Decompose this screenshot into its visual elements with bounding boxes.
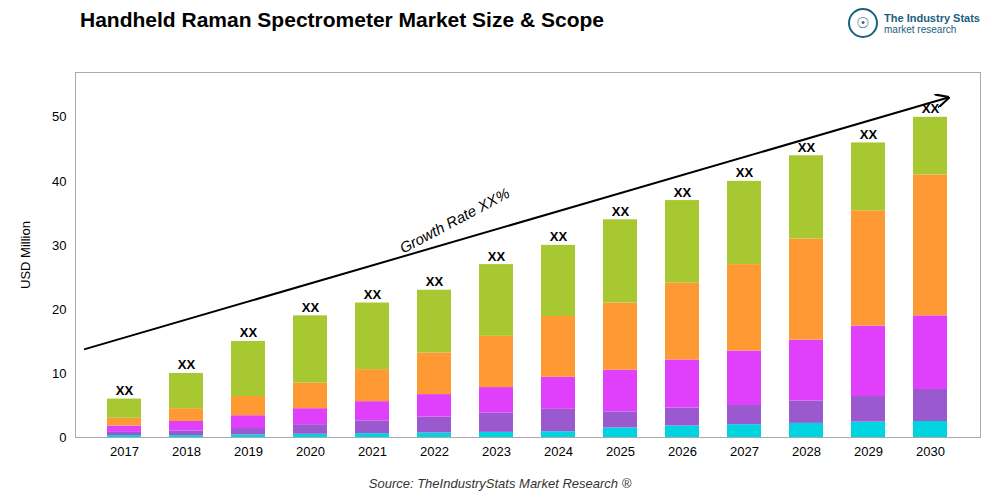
svg-text:2018: 2018	[172, 444, 201, 459]
svg-text:XX: XX	[736, 165, 754, 180]
svg-text:2020: 2020	[296, 444, 325, 459]
svg-text:XX: XX	[550, 229, 568, 244]
svg-text:30: 30	[52, 238, 66, 253]
svg-text:2030: 2030	[916, 444, 945, 459]
html-text:Handheld Raman Spectrometer Ma: Handheld Raman Spectrometer Market Size …	[80, 8, 604, 31]
svg-text:XX: XX	[178, 357, 196, 372]
svg-text:20: 20	[52, 302, 66, 317]
html-text:market research: market research	[884, 23, 957, 35]
html-text:The Industry Stats: The Industry Stats	[884, 11, 980, 24]
svg-text:USD Million: USD Million	[18, 221, 33, 289]
svg-text:2027: 2027	[730, 444, 759, 459]
svg-text:2028: 2028	[792, 444, 821, 459]
svg-text:2023: 2023	[482, 444, 511, 459]
svg-text:XX: XX	[860, 127, 878, 142]
svg-text:2025: 2025	[606, 444, 635, 459]
svg-text:XX: XX	[488, 249, 506, 264]
svg-text:2026: 2026	[668, 444, 697, 459]
svg-text:XX: XX	[116, 383, 134, 398]
svg-text:XX: XX	[426, 274, 444, 289]
svg-text:XX: XX	[240, 325, 258, 340]
svg-text:2029: 2029	[854, 444, 883, 459]
svg-text:XX: XX	[364, 287, 382, 302]
svg-text:2022: 2022	[420, 444, 449, 459]
svg-text:10: 10	[52, 366, 66, 381]
svg-text:XX: XX	[798, 140, 816, 155]
svg-text:2019: 2019	[234, 444, 263, 459]
svg-text:2021: 2021	[358, 444, 387, 459]
svg-text:2017: 2017	[110, 444, 139, 459]
svg-text:40: 40	[52, 174, 66, 189]
svg-text:50: 50	[52, 109, 66, 124]
svg-text:Growth Rate XX%: Growth Rate XX%	[397, 184, 512, 256]
svg-text:XX: XX	[674, 185, 692, 200]
svg-text:0: 0	[59, 430, 66, 445]
svg-text:2024: 2024	[544, 444, 573, 459]
svg-text:XX: XX	[921, 101, 940, 117]
html-text:Source: TheIndustryStats Marke: Source: TheIndustryStats Market Research…	[368, 476, 632, 491]
svg-text:XX: XX	[302, 300, 320, 315]
svg-text:XX: XX	[612, 204, 630, 219]
